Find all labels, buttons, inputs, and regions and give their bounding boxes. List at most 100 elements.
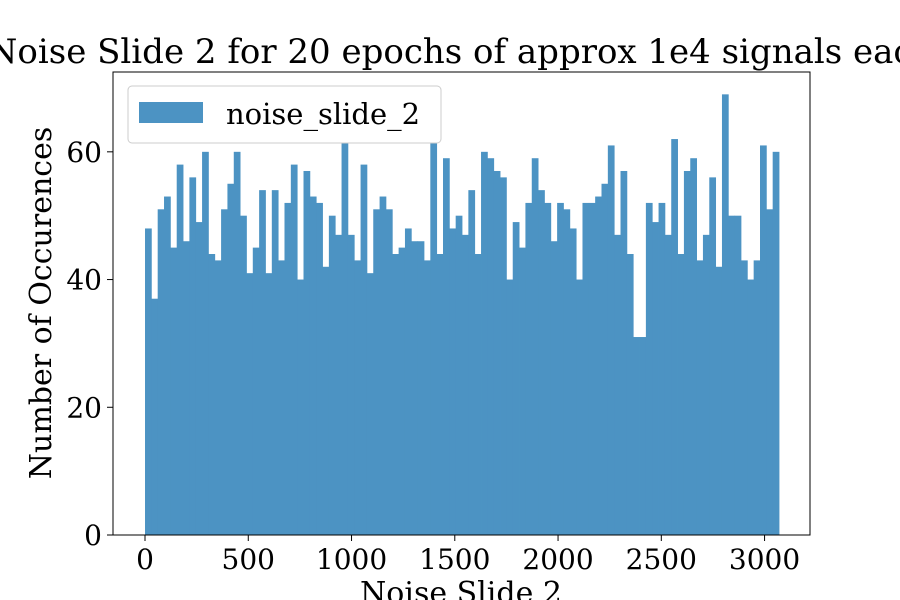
histogram-bar (265, 273, 273, 535)
histogram-bar (208, 254, 216, 535)
histogram-bar (519, 247, 526, 535)
histogram-bar (284, 202, 292, 536)
histogram-bar (398, 247, 406, 535)
plot-frame (112, 71, 811, 536)
histogram-bar (474, 254, 482, 535)
histogram-bar (595, 196, 602, 535)
histogram-bar (734, 215, 742, 535)
histogram-bar (633, 337, 640, 535)
histogram-bar (487, 158, 495, 535)
histogram-bar (766, 209, 774, 536)
histogram-bar (417, 241, 425, 536)
histogram-bar (449, 228, 457, 535)
histogram-bar (620, 170, 628, 536)
histogram-bar (512, 222, 520, 535)
histogram-bar (164, 196, 171, 535)
legend-box (127, 85, 442, 144)
histogram-bar (702, 234, 710, 535)
histogram-bar (328, 215, 336, 535)
histogram-bar (227, 183, 235, 535)
y-tick-label: 20 (66, 391, 102, 424)
histogram-bar (271, 190, 279, 535)
histogram-bar (341, 139, 349, 535)
x-axis-label: Noise Slide 2 (360, 576, 562, 600)
histogram-bar (652, 222, 659, 535)
legend: noise_slide_2 (127, 85, 442, 144)
histogram-bar (221, 209, 228, 536)
histogram-bar (614, 234, 621, 535)
histogram-bar (145, 228, 152, 535)
legend-label: noise_slide_2 (226, 97, 420, 132)
histogram-bar (607, 145, 615, 535)
x-axis-ticks: 0 500 1000 1500 2000 2500 3000 (136, 535, 800, 576)
histogram-bar (753, 260, 761, 535)
histogram-bar (715, 266, 723, 535)
histogram-bar (189, 177, 197, 535)
histogram-bar (569, 228, 577, 535)
histogram-bar (430, 139, 438, 535)
histogram-bar (354, 260, 361, 535)
histogram-bar (645, 202, 653, 536)
histogram-bar (747, 279, 755, 535)
x-tick-label: 1000 (316, 543, 387, 576)
histogram-bar (316, 202, 323, 536)
histogram-bar (531, 158, 539, 535)
histogram-bar (392, 254, 400, 535)
histogram-bar (563, 209, 571, 536)
histogram-bar (525, 202, 533, 536)
histogram-bar (455, 215, 463, 535)
x-tick-label: 500 (222, 543, 275, 576)
histogram-bar (252, 247, 260, 535)
histogram-bar (290, 164, 298, 535)
histogram-bar (550, 241, 558, 536)
histogram-bar (366, 273, 374, 535)
histogram-bar (379, 196, 387, 535)
histogram-bar (557, 202, 564, 536)
histogram-bar (740, 260, 748, 535)
x-tick-label: 3000 (729, 543, 800, 576)
histogram-bar (278, 260, 285, 535)
histogram-bar (481, 151, 488, 535)
histogram-bar (170, 247, 178, 535)
histogram-bar (423, 260, 431, 535)
histogram-bar (626, 254, 634, 535)
histogram-bar (760, 145, 767, 535)
histogram-bar (468, 190, 476, 535)
y-axis-label: Number of Occurences (24, 127, 59, 479)
histogram-bar (544, 202, 552, 536)
histogram-bar (157, 209, 165, 536)
histogram-bar (335, 234, 342, 535)
histogram-bar (309, 196, 317, 535)
histogram-bar (772, 151, 780, 535)
histogram-bar (639, 337, 647, 535)
histogram-bar (721, 94, 729, 535)
histogram-bar (683, 170, 691, 536)
histogram-bar (385, 209, 393, 536)
histogram-bar (443, 158, 450, 535)
x-tick-label: 2500 (626, 543, 697, 576)
y-tick-label: 40 (66, 264, 102, 297)
histogram-bar (690, 158, 697, 535)
histogram-bar (411, 241, 419, 536)
histogram-bar (360, 164, 368, 535)
y-tick-label: 60 (66, 136, 102, 169)
histogram-bar (462, 234, 469, 535)
histogram-bar (183, 241, 190, 536)
histogram-bar (176, 164, 184, 535)
histogram-bar (297, 279, 304, 535)
x-tick-label: 0 (136, 543, 154, 576)
histogram-bar (202, 151, 209, 535)
y-axis-ticks: 0 20 40 60 (66, 136, 113, 552)
histogram-bar (576, 279, 583, 535)
histogram-bar (195, 222, 203, 535)
histogram-bar (214, 260, 222, 535)
histogram-bar (303, 170, 311, 536)
histogram-bar (404, 228, 412, 535)
histogram-bar (436, 254, 444, 535)
x-tick-label: 2000 (522, 543, 593, 576)
legend-swatch (139, 102, 203, 123)
histogram-bar (664, 234, 672, 535)
histogram-bar (506, 279, 514, 535)
histogram-bar (709, 177, 717, 535)
